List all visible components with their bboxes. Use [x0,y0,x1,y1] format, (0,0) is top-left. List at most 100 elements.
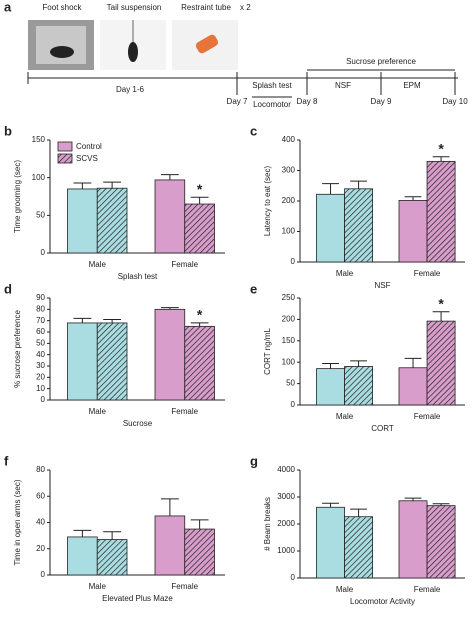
y-tick-label: 80 [36,304,45,313]
significance: * [438,140,444,156]
bar [426,320,456,406]
x-tick-label: Male [89,582,107,591]
bar [154,515,186,576]
bar [316,368,345,406]
label: Tail suspension [107,3,162,12]
y-tick-label: 40 [36,518,45,527]
bar [426,160,456,263]
y-tick-label: 0 [41,395,46,404]
bar [154,179,186,254]
y-tick-label: 200 [282,315,296,324]
y-tick-label: 20 [36,372,45,381]
x-axis-label: Locomotor Activity [350,597,415,606]
label: NSF [335,81,351,90]
legend-label: Control [76,142,102,151]
bar [184,203,215,254]
panel-letter: c [250,123,257,138]
y-tick-label: 80 [36,465,45,474]
label: Day 10 [442,97,468,106]
y-tick-label: 50 [286,379,295,388]
y-axis-label: Latency to eat (sec) [263,166,272,237]
label: Day 1-6 [116,85,145,94]
y-axis-label: Time grooming (sec) [13,160,22,233]
x-axis-label: Elevated Plus Maze [102,594,173,603]
x-tick-label: Female [414,412,441,421]
y-tick-label: 3000 [277,492,295,501]
bar [184,528,215,576]
x-tick-label: Female [414,269,441,278]
y-tick-label: 2000 [277,519,295,528]
y-tick-label: 70 [36,316,45,325]
x-tick-label: Male [336,269,354,278]
bar [154,308,186,401]
significance: * [438,295,444,311]
timeline-panel: a Foot shock Tail suspension Restraint t… [4,0,468,109]
x-axis-label: Splash test [118,272,158,281]
label: x 2 [240,3,251,12]
bar [67,188,98,254]
bar [184,325,215,401]
panel-letter: e [250,281,257,296]
bar [67,322,98,401]
label: Restraint tube [181,3,231,12]
legend-swatch [57,153,73,164]
panel-letter: g [250,453,258,468]
bar [398,367,428,406]
y-axis-label: CORT ng/mL [263,328,272,375]
legend-label: SCVS [76,154,98,163]
bar [96,187,128,254]
bar [344,366,373,406]
y-tick-label: 0 [41,570,46,579]
label: Splash test [252,81,292,90]
y-tick-label: 100 [282,357,296,366]
y-tick-label: 0 [41,248,46,257]
x-axis-label: Sucrose [123,419,153,428]
y-tick-label: 0 [291,573,296,582]
mouse [50,46,74,58]
panel-letter: b [4,123,12,138]
bar [398,500,428,579]
y-tick-label: 10 [36,384,45,393]
y-tick-label: 0 [291,257,296,266]
y-tick-label: 150 [32,135,46,144]
bar [316,193,345,263]
y-tick-label: 50 [36,210,45,219]
y-tick-label: 90 [36,293,45,302]
mouse [128,42,138,62]
x-axis-label: CORT [371,424,394,433]
x-tick-label: Male [336,585,354,594]
x-axis-label: NSF [375,281,391,290]
x-tick-label: Female [171,260,198,269]
x-tick-label: Female [414,585,441,594]
y-axis-label: Time in open arms (sec) [13,479,22,565]
label: EPM [403,81,421,90]
y-tick-label: 1000 [277,546,295,555]
label: Foot shock [42,3,82,12]
y-tick-label: 300 [282,166,296,175]
panel-letter: f [4,453,9,468]
legend-swatch [57,141,73,152]
y-tick-label: 50 [36,338,45,347]
label: Sucrose preference [346,57,416,66]
bar [316,506,345,579]
y-axis-label: % sucrose preference [13,310,22,388]
y-tick-label: 150 [282,336,296,345]
y-tick-label: 0 [291,400,296,409]
bar [67,536,98,576]
y-tick-label: 200 [282,196,296,205]
y-tick-label: 30 [36,361,45,370]
tube [195,34,219,54]
y-tick-label: 40 [36,350,45,359]
panel-letter: a [4,0,12,14]
y-tick-label: 100 [32,173,46,182]
label: Locomotor [253,100,291,109]
bar [344,188,373,263]
y-tick-label: 400 [282,135,296,144]
panel-letter: d [4,281,12,296]
x-tick-label: Male [89,407,107,416]
x-tick-label: Male [89,260,107,269]
y-tick-label: 4000 [277,465,295,474]
bar [344,516,373,579]
y-tick-label: 250 [282,293,296,302]
significance: * [197,181,203,197]
